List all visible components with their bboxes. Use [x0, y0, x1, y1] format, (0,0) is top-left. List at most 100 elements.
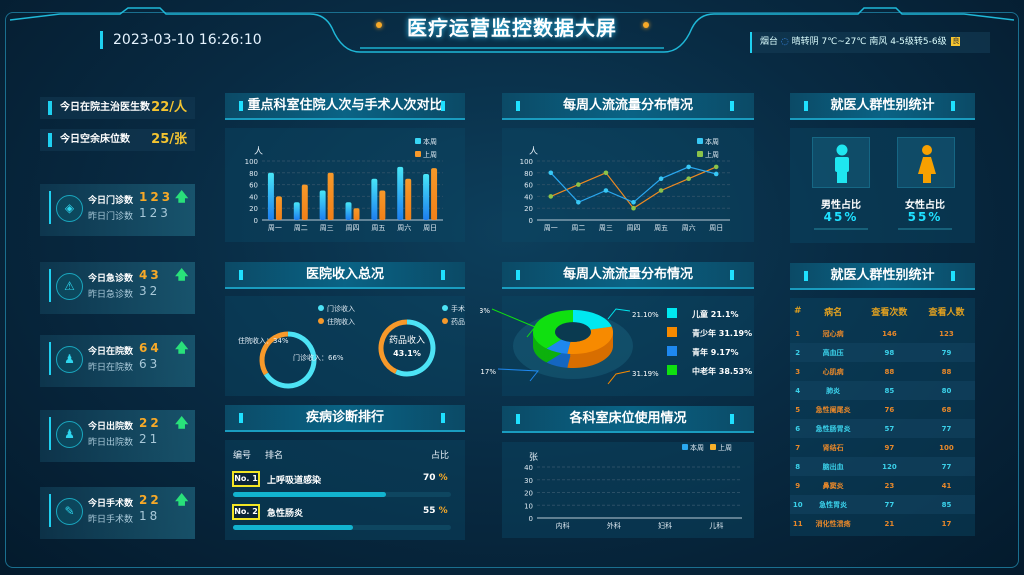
- legend-swatch: [318, 318, 324, 324]
- page-title: 医疗运营监控数据大屏: [407, 16, 617, 40]
- yesterday-value: 18: [139, 509, 161, 523]
- table-cell: 10: [790, 495, 806, 514]
- x-tick-label: 周四: [627, 224, 641, 232]
- table-header: 查看次数: [871, 307, 908, 318]
- y-tick-label: 100: [520, 158, 533, 166]
- panel-title-inpatient: 重点科室住院人次与手术人次对比: [225, 93, 465, 120]
- screen-frame: [5, 12, 1019, 568]
- slice-label: 38.53%: [480, 307, 490, 315]
- stat-doctors: 今日在院主治医生数 22/人: [40, 97, 195, 119]
- rank-header-name: 排名: [265, 451, 284, 461]
- legend-label: 本周: [423, 137, 437, 146]
- slice-label: 21.10%: [632, 311, 659, 319]
- disease-table: # 病名 查看次数 查看人数 1 冠心病 146 123 2 高血压 98 79 3 心肌病 88 88 4 肺炎…: [790, 298, 975, 533]
- table-cell: 146: [882, 329, 897, 338]
- x-tick-label: 外科: [607, 521, 621, 530]
- income-donut-charts: 门诊收入住院收入住院收入：34%门诊收入：66%手术收入药品收入药品收入43.1…: [238, 304, 465, 389]
- yesterday-label: 昨日出院数: [88, 438, 134, 448]
- x-tick-label: 周四: [346, 224, 360, 232]
- yesterday-value: 123: [139, 206, 171, 220]
- male-label: 男性占比: [821, 200, 861, 211]
- datetime: 2023-03-10 16:26:10: [100, 31, 262, 49]
- table-cell: 急性胃炎: [805, 495, 861, 514]
- table-cell: 68: [941, 405, 952, 414]
- stat-card: ♟ 今日在院数 64 🡅 昨日在院数 63: [40, 335, 195, 387]
- alarm-icon: ⚠: [56, 273, 83, 300]
- panel-title-disease-table: 就医人群性别统计: [790, 263, 975, 290]
- donut-slice: [533, 310, 573, 349]
- title-dot-icon: [643, 22, 649, 28]
- y-tick-label: 30: [524, 477, 533, 485]
- today-value: 123: [139, 190, 174, 204]
- legend-label: 青少年 31.19%: [692, 328, 752, 338]
- x-tick-label: 周一: [544, 224, 558, 232]
- data-point: [686, 176, 691, 181]
- legend-label: 药品收入: [451, 317, 465, 326]
- table-cell: 21: [884, 519, 895, 528]
- y-tick-label: 100: [245, 158, 258, 166]
- slice-label: 31.19%: [632, 370, 659, 378]
- table-cell: 2: [790, 343, 806, 362]
- rank-progress-fill: [233, 492, 386, 497]
- bar: [397, 166, 404, 220]
- weather-icon: 良: [951, 37, 961, 46]
- table-cell: 6: [790, 419, 806, 438]
- table-cell: 23: [884, 481, 895, 490]
- table-row: 5 急性阑尾炎 76 68: [790, 400, 975, 419]
- y-tick-label: 20: [524, 490, 533, 498]
- bar-chart-bed-usage: 0 10 20 30 40 内科 外科 妇科 儿科 张 本周 上周: [524, 443, 742, 530]
- y-tick-label: 20: [524, 205, 533, 213]
- y-tick-label: 60: [524, 182, 533, 190]
- bar: [379, 190, 386, 220]
- yesterday-value: 63: [139, 357, 161, 371]
- table-cell: 85: [917, 495, 975, 514]
- stat-label: 今日空余床位数: [60, 134, 130, 145]
- table-cell: 120: [860, 457, 918, 476]
- data-point: [686, 164, 691, 170]
- legend-swatch: [442, 318, 448, 324]
- data-point: [548, 194, 554, 199]
- data-point: [603, 170, 609, 176]
- today-label: 今日门诊数: [88, 196, 134, 206]
- panel-disease-table: # 病名 查看次数 查看人数 1 冠心病 146 123 2 高血压 98 79 3 心肌病 88 88 4 肺炎…: [790, 298, 975, 536]
- panel-bed-usage: [502, 442, 754, 538]
- bar: [293, 202, 300, 220]
- legend-swatch: [318, 305, 324, 311]
- legend-swatch: [697, 151, 703, 157]
- yesterday-label: 昨日急诊数: [88, 290, 134, 300]
- donut-slice: [263, 331, 317, 389]
- female-percent: 55%: [907, 210, 943, 224]
- today-label: 今日出院数: [88, 422, 134, 432]
- x-tick-label: 妇科: [658, 521, 672, 530]
- x-tick-label: 周三: [320, 224, 334, 232]
- header-decoration: [9, 7, 1015, 53]
- weather-wind: 南风 4-5级转5-6级: [869, 37, 947, 47]
- table-cell: 41: [941, 481, 952, 490]
- rank-progress-track: [233, 525, 451, 530]
- legend-label: 中老年 38.53%: [692, 366, 752, 376]
- female-icon: [918, 145, 936, 183]
- stat-card: ✎ 今日手术数 22 🡅 昨日手术数 18: [40, 487, 195, 539]
- bar: [405, 178, 412, 220]
- panel-title-disease-rank: 疾病诊断排行: [225, 405, 465, 432]
- legend-label: 本周: [690, 443, 704, 452]
- x-tick-label: 内科: [556, 521, 570, 530]
- x-tick-label: 周六: [397, 223, 411, 232]
- x-tick-label: 周一: [268, 224, 282, 232]
- female-icon-box: [897, 137, 955, 188]
- table-cell: 急性肠胃炎: [805, 419, 861, 438]
- table-cell: 17: [941, 519, 952, 528]
- table-cell: 肺炎: [805, 381, 861, 400]
- table-cell: 3: [795, 367, 801, 376]
- table-row: 2 高血压 98 79: [790, 343, 975, 362]
- today-label: 今日在院数: [88, 347, 134, 357]
- data-point: [713, 164, 719, 170]
- weather-widget: 烟台 ◌ 晴转阴 7℃~27℃ 南风 4-5级转5-6级 良: [750, 32, 990, 53]
- y-tick-label: 80: [524, 170, 533, 178]
- female-label: 女性占比: [905, 200, 945, 211]
- label-line: [607, 370, 631, 385]
- donut-hole: [555, 322, 591, 342]
- data-point: [603, 188, 609, 193]
- table-row: 1 冠心病 146 123: [790, 324, 975, 343]
- legend-swatch: [415, 151, 421, 157]
